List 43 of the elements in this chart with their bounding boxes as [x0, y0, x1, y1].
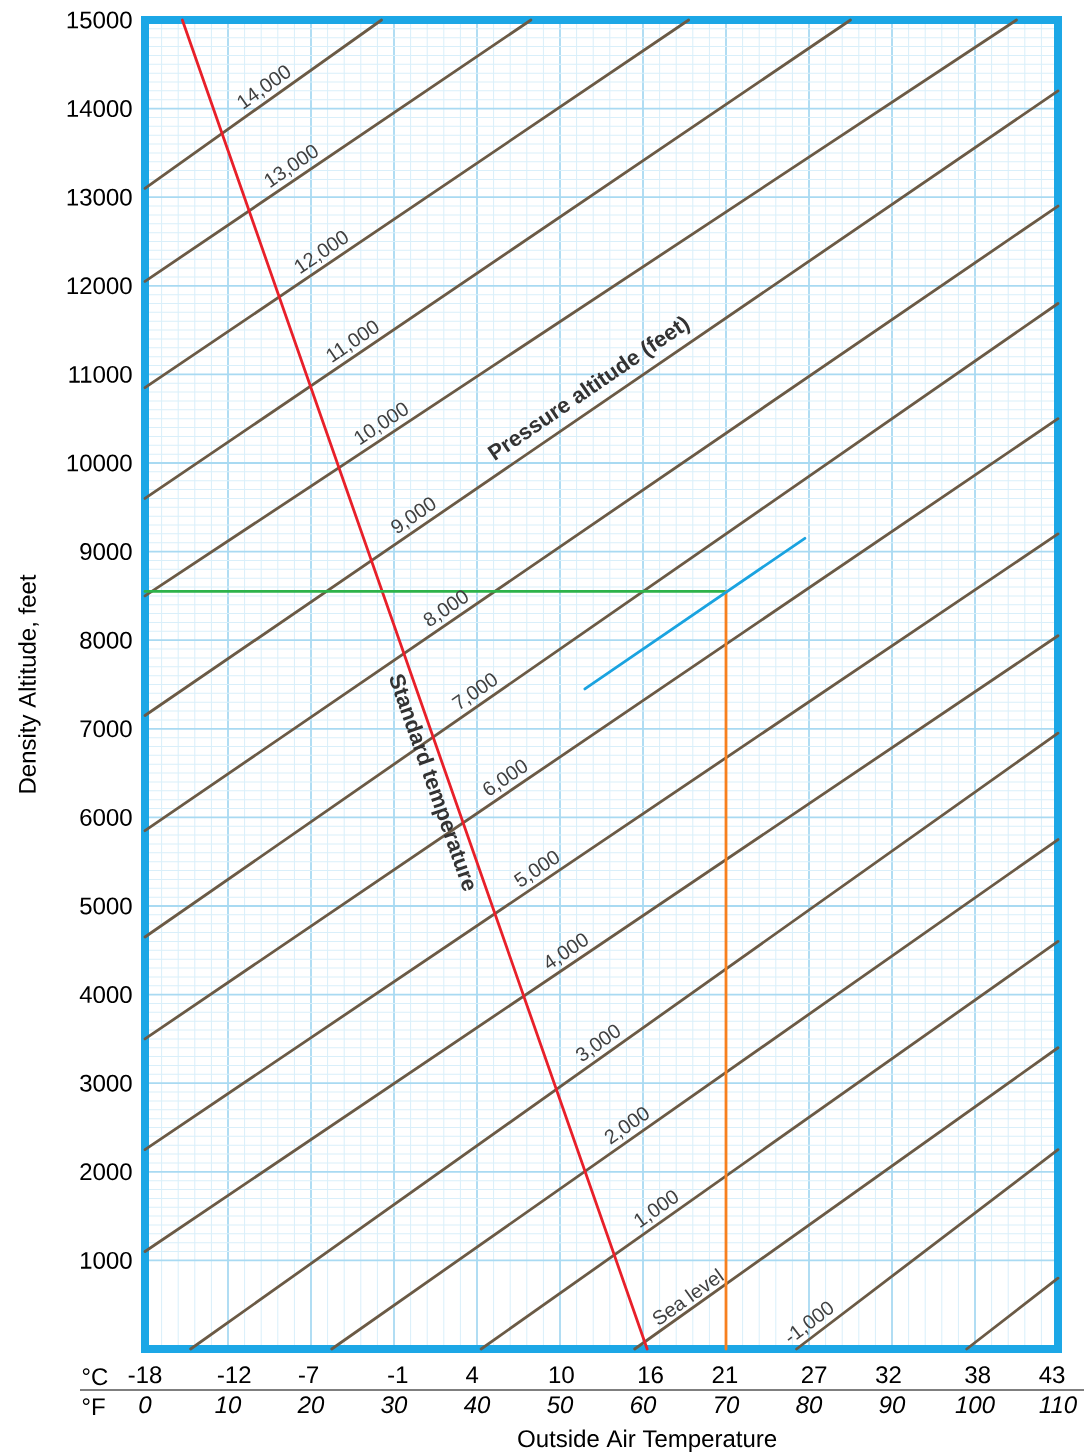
y-tick-label: 13000	[67, 188, 132, 206]
y-tick-label: 15000	[67, 11, 132, 29]
x-tick-label: 40	[463, 1396, 491, 1414]
x-tick-label: 70	[715, 1396, 740, 1414]
y-tick-label: 9000	[80, 543, 132, 561]
x2-tick-label: 21	[712, 1366, 738, 1383]
x-tick-label: 10	[215, 1396, 242, 1414]
x2-tick-label: 16	[639, 1366, 663, 1384]
x-tick-label: 30	[381, 1396, 408, 1414]
x-tick-label: 20	[297, 1396, 325, 1414]
y-tick-label: 7000	[80, 720, 132, 738]
x2-tick-label: -7	[298, 1366, 319, 1383]
y-tick-label: 10000	[67, 454, 132, 472]
x-tick-label: 80	[796, 1396, 823, 1414]
x2-tick-label: 43	[1039, 1366, 1065, 1384]
x2-tick-label: -18	[128, 1366, 162, 1384]
x2-tick-label: 27	[801, 1366, 827, 1383]
x-tick-label: 100	[955, 1396, 995, 1414]
x2-tick-label: 10	[549, 1366, 574, 1384]
x2-tick-label: 4	[466, 1366, 479, 1383]
y-axis-title: Density Altitude, feet	[18, 574, 41, 793]
y-tick-label: 2000	[80, 1163, 132, 1181]
x2-tick-label: -1	[388, 1366, 408, 1383]
y-tick-label: 5000	[80, 897, 132, 915]
x-tick-label: 60	[631, 1396, 657, 1414]
x-tick-label: 110	[1039, 1396, 1077, 1414]
y-tick-label: 11000	[69, 365, 132, 383]
y-tick-label: 4000	[79, 986, 132, 1004]
text: °C	[82, 1368, 108, 1386]
y-tick-label: 1000	[81, 1251, 132, 1269]
x2-tick-label: -12	[217, 1366, 251, 1383]
x-axis-title: Outside Air Temperature	[518, 1429, 777, 1452]
y-tick-label: 14000	[67, 100, 132, 118]
y-tick-label: 12000	[67, 277, 132, 295]
x-tick-label: 90	[879, 1396, 906, 1414]
x2-tick-label: 38	[965, 1366, 990, 1384]
x2-tick-label: 32	[876, 1366, 901, 1384]
x-tick-label: 0	[139, 1396, 152, 1414]
y-tick-label: 3000	[80, 1074, 132, 1092]
y-tick-label: 6000	[80, 808, 132, 826]
x-tick-label: 50	[547, 1396, 574, 1414]
y-tick-label: 8000	[80, 631, 132, 649]
text: °F	[82, 1398, 105, 1415]
